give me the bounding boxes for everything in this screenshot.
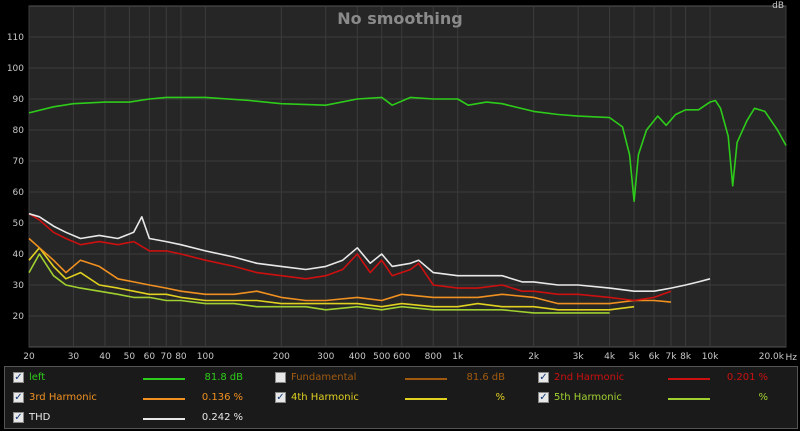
- x-tick-label: 70: [161, 352, 173, 362]
- checkbox-fundamental[interactable]: [275, 372, 286, 383]
- x-tick-label: 300: [317, 352, 334, 362]
- legend-swatch: [668, 378, 710, 380]
- y-tick-label: 80: [13, 126, 25, 136]
- x-tick-label: 30: [68, 352, 80, 362]
- checkbox-3rd-harmonic[interactable]: ✓: [13, 392, 24, 403]
- legend-item-fundamental: Fundamental 81.6 dB: [275, 369, 525, 387]
- checkbox-2nd-harmonic[interactable]: ✓: [538, 372, 549, 383]
- legend-label: 5th Harmonic: [554, 392, 622, 403]
- x-tick-label: 600: [393, 352, 410, 362]
- x-tick-label: 5k: [629, 352, 641, 362]
- legend-value-number: 81.6: [466, 372, 489, 383]
- y-tick-label: 50: [13, 219, 25, 229]
- legend-item-3rd-harmonic: ✓ 3rd Harmonic 0.136%: [13, 389, 263, 407]
- legend-swatch: [143, 418, 185, 420]
- legend-value-number: 0.242: [201, 412, 231, 423]
- legend-value-unit: %: [233, 412, 243, 423]
- legend-value-number: 0.201: [726, 372, 756, 383]
- plot-area: [28, 5, 787, 348]
- legend-item-left: ✓ left 81.8 dB: [13, 369, 263, 387]
- x-tick-label: 80: [175, 352, 187, 362]
- legend-swatch: [405, 378, 447, 380]
- series-line-left: [28, 96, 787, 203]
- x-tick-label: 40: [99, 352, 111, 362]
- legend-item-4th-harmonic: ✓ 4th Harmonic%: [275, 389, 525, 407]
- legend-value: 81.6 dB: [435, 369, 505, 387]
- x-tick-label: 2k: [528, 352, 540, 362]
- checkbox-4th-harmonic[interactable]: ✓: [275, 392, 286, 403]
- legend-value: 0.136%: [173, 389, 243, 407]
- x-tick-label: 200: [273, 352, 290, 362]
- x-tick-labels: 20 30 40 50 60 70 80 100 200 300 400 500 600 800 1k 2k 3…: [23, 352, 785, 362]
- legend-value: 0.242%: [173, 409, 243, 427]
- x-tick-label: 4k: [604, 352, 616, 362]
- x-tick-label: 400: [349, 352, 366, 362]
- legend-value: %: [698, 389, 768, 407]
- x-tick-label: 7k: [665, 352, 677, 362]
- x-tick-label: 100: [197, 352, 214, 362]
- x-tick-label: 8k: [680, 352, 692, 362]
- y-tick-label: 90: [13, 95, 25, 105]
- checkbox-5th-harmonic[interactable]: ✓: [538, 392, 549, 403]
- legend-item-2nd-harmonic: ✓ 2nd Harmonic 0.201%: [538, 369, 788, 387]
- legend-panel: ✓ left 81.8 dB Fundamental 81.6 dB ✓ 2nd Harmoni…: [4, 366, 798, 429]
- y-axis-label: dB: [772, 1, 784, 11]
- series-line-2nd-harmonic: [28, 213, 672, 302]
- y-tick-label: 20: [13, 312, 25, 322]
- y-tick-label: 70: [13, 157, 25, 167]
- legend-item-5th-harmonic: ✓ 5th Harmonic%: [538, 389, 788, 407]
- series-line-3rd-harmonic: [28, 237, 672, 305]
- x-tick-label: 10k: [702, 352, 719, 362]
- series-lines: [28, 96, 787, 314]
- checkbox-thd[interactable]: ✓: [13, 412, 24, 423]
- x-tick-label: 1k: [452, 352, 464, 362]
- legend-item-thd: ✓ THD 0.242%: [13, 409, 263, 427]
- x-tick-label: 800: [425, 352, 442, 362]
- legend-swatch: [668, 398, 710, 400]
- x-tick-label: 3k: [573, 352, 585, 362]
- legend-label: Fundamental: [291, 372, 357, 383]
- legend-swatch: [143, 398, 185, 400]
- checkbox-left[interactable]: ✓: [13, 372, 24, 383]
- series-line-4th-harmonic: [28, 247, 635, 311]
- y-tick-labels: 20 30 40 50 60 70 80 90 100 110: [7, 33, 24, 322]
- legend-label: 2nd Harmonic: [554, 372, 625, 383]
- legend-label: THD: [29, 412, 51, 423]
- legend-swatch: [405, 398, 447, 400]
- x-tick-label: 20: [23, 352, 35, 362]
- x-tick-label: 50: [124, 352, 136, 362]
- legend-label: left: [29, 372, 46, 383]
- y-tick-label: 110: [7, 33, 24, 43]
- legend-value-number: 81.8: [204, 372, 227, 383]
- legend-value-unit: %: [758, 392, 768, 403]
- x-tick-label: 500: [373, 352, 390, 362]
- legend-value: 81.8 dB: [173, 369, 243, 387]
- legend-value-unit: %: [758, 372, 768, 383]
- legend-value-number: 0.136: [201, 392, 231, 403]
- y-tick-label: 30: [13, 281, 25, 291]
- legend-value: 0.201%: [698, 369, 768, 387]
- legend-value-unit: %: [233, 392, 243, 403]
- legend-value-unit: dB: [229, 372, 243, 383]
- legend-value-unit: dB: [491, 372, 505, 383]
- x-axis-label: Hz: [786, 353, 798, 363]
- y-tick-label: 100: [7, 64, 24, 74]
- chart-title: No smoothing: [337, 9, 463, 28]
- legend-value-unit: %: [495, 392, 505, 403]
- series-line-5th-harmonic: [28, 253, 610, 314]
- x-tick-label: 6k: [649, 352, 661, 362]
- legend-label: 3rd Harmonic: [29, 392, 97, 403]
- x-tick-label: 20.0k: [759, 352, 785, 362]
- y-tick-label: 40: [13, 250, 25, 260]
- y-tick-label: 60: [13, 188, 25, 198]
- legend-value: %: [435, 389, 505, 407]
- legend-label: 4th Harmonic: [291, 392, 359, 403]
- series-line-thd: [28, 212, 711, 292]
- x-tick-label: 60: [144, 352, 156, 362]
- legend-swatch: [143, 378, 185, 380]
